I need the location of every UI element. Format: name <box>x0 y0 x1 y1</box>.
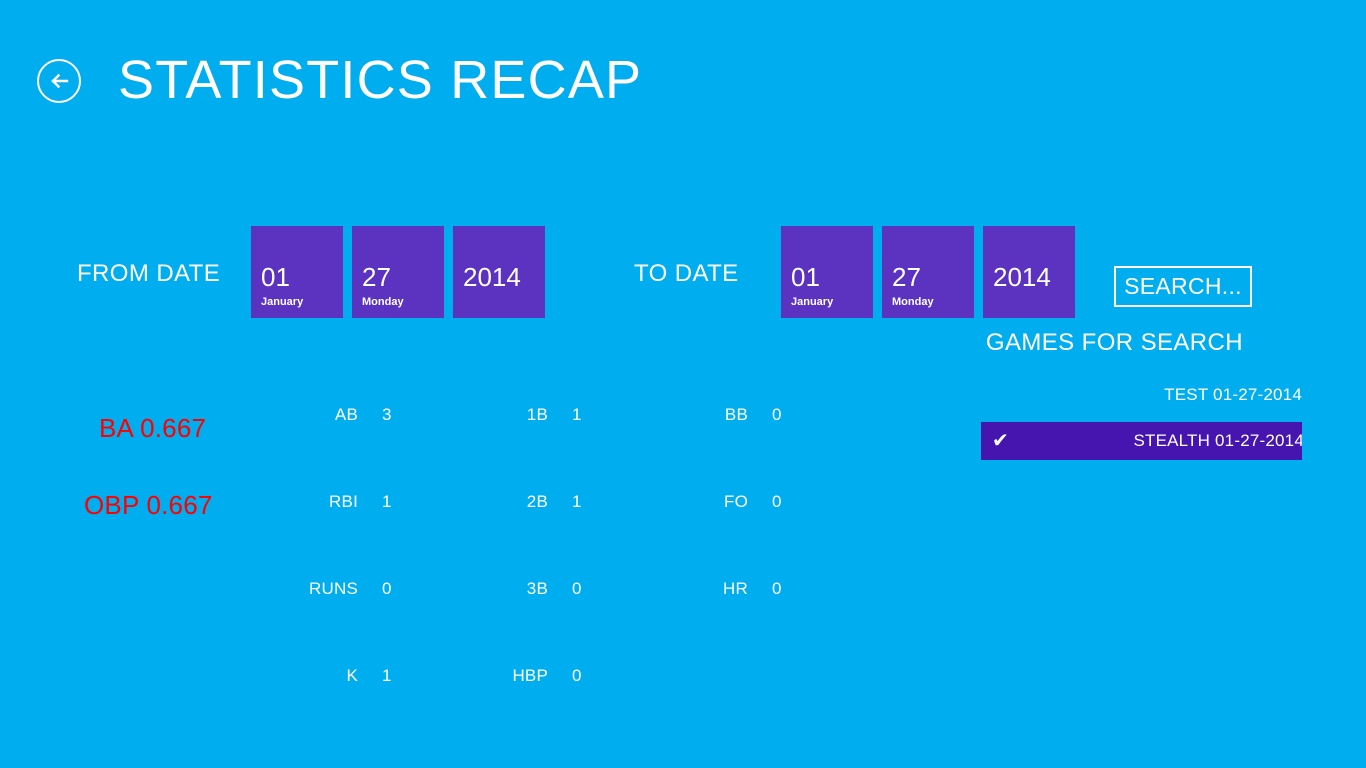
stat-value: 0 <box>772 579 782 598</box>
stat-value: 1 <box>382 666 392 685</box>
to-date-month-name: January <box>791 296 834 308</box>
page-title: STATISTICS RECAP <box>118 50 643 110</box>
stat-row: 3B 0 <box>490 579 590 666</box>
list-item[interactable]: ✔ STEALTH 01-27-2014 <box>981 422 1302 460</box>
stat-abbr: K <box>346 666 358 685</box>
to-date-label: TO DATE <box>634 260 739 287</box>
stat-value: 0 <box>572 666 582 685</box>
list-item[interactable]: TEST 01-27-2014 <box>981 383 1302 422</box>
stat-abbr: HBP <box>512 666 548 685</box>
from-date-label: FROM DATE <box>77 260 221 287</box>
search-button[interactable]: SEARCH... <box>1114 266 1252 307</box>
stat-row: BB 0 <box>690 405 790 492</box>
stat-row: 2B 1 <box>490 492 590 579</box>
stat-row: 1B 1 <box>490 405 590 492</box>
stat-value: 0 <box>772 492 782 511</box>
stat-row: AB 3 <box>300 405 400 492</box>
stat-abbr: 1B <box>526 405 548 424</box>
to-date-year-tile[interactable]: 2014 <box>983 226 1075 318</box>
games-list: TEST 01-27-2014 ✔ STEALTH 01-27-2014 <box>981 383 1302 460</box>
stat-abbr: BB <box>724 405 748 424</box>
from-date-month-number: 01 <box>261 262 290 292</box>
stat-value: 3 <box>382 405 392 424</box>
game-label: STEALTH 01-27-2014 <box>1133 431 1302 450</box>
from-date-weekday: Monday <box>362 296 404 308</box>
batting-average-stat: BA 0.667 <box>99 413 207 443</box>
to-date-month-number: 01 <box>791 262 820 292</box>
stat-abbr: 3B <box>526 579 548 598</box>
from-date-year-number: 2014 <box>463 262 521 292</box>
games-for-search-heading: GAMES FOR SEARCH <box>985 329 1243 356</box>
stat-value: 0 <box>572 579 582 598</box>
game-label: TEST 01-27-2014 <box>1164 385 1302 404</box>
stat-value: 1 <box>572 405 582 424</box>
stat-row: HBP 0 <box>490 666 590 753</box>
stat-value: 1 <box>382 492 392 511</box>
stat-abbr: RBI <box>329 492 358 511</box>
back-arrow-circle-icon <box>47 69 71 93</box>
to-date-weekday: Monday <box>892 296 934 308</box>
to-date-day-tile[interactable]: 27 Monday <box>882 226 974 318</box>
stat-abbr: AB <box>334 405 358 424</box>
stat-abbr: FO <box>723 492 748 511</box>
stat-column-3: BB 0 FO 0 HR 0 <box>690 405 790 666</box>
to-date-day-number: 27 <box>892 262 921 292</box>
from-date-day-number: 27 <box>362 262 391 292</box>
from-date-month-name: January <box>261 296 304 308</box>
stat-row: FO 0 <box>690 492 790 579</box>
stat-value: 0 <box>772 405 782 424</box>
from-date-day-tile[interactable]: 27 Monday <box>352 226 444 318</box>
stat-abbr: RUNS <box>309 579 358 598</box>
on-base-percentage-stat: OBP 0.667 <box>84 490 213 520</box>
stat-value: 0 <box>382 579 392 598</box>
check-icon: ✔ <box>992 430 1009 452</box>
stat-column-2: 1B 1 2B 1 3B 0 HBP 0 <box>490 405 590 753</box>
back-button[interactable] <box>37 59 81 103</box>
stat-row: K 1 <box>300 666 400 753</box>
to-date-year-number: 2014 <box>993 262 1051 292</box>
stat-row: HR 0 <box>690 579 790 666</box>
stat-row: RBI 1 <box>300 492 400 579</box>
page-header: STATISTICS RECAP <box>0 0 1366 150</box>
stat-value: 1 <box>572 492 582 511</box>
to-date-month-tile[interactable]: 01 January <box>781 226 873 318</box>
from-date-year-tile[interactable]: 2014 <box>453 226 545 318</box>
stat-row: RUNS 0 <box>300 579 400 666</box>
stat-abbr: 2B <box>526 492 548 511</box>
stat-abbr: HR <box>723 579 748 598</box>
from-date-month-tile[interactable]: 01 January <box>251 226 343 318</box>
stat-column-1: AB 3 RBI 1 RUNS 0 K 1 <box>300 405 400 753</box>
